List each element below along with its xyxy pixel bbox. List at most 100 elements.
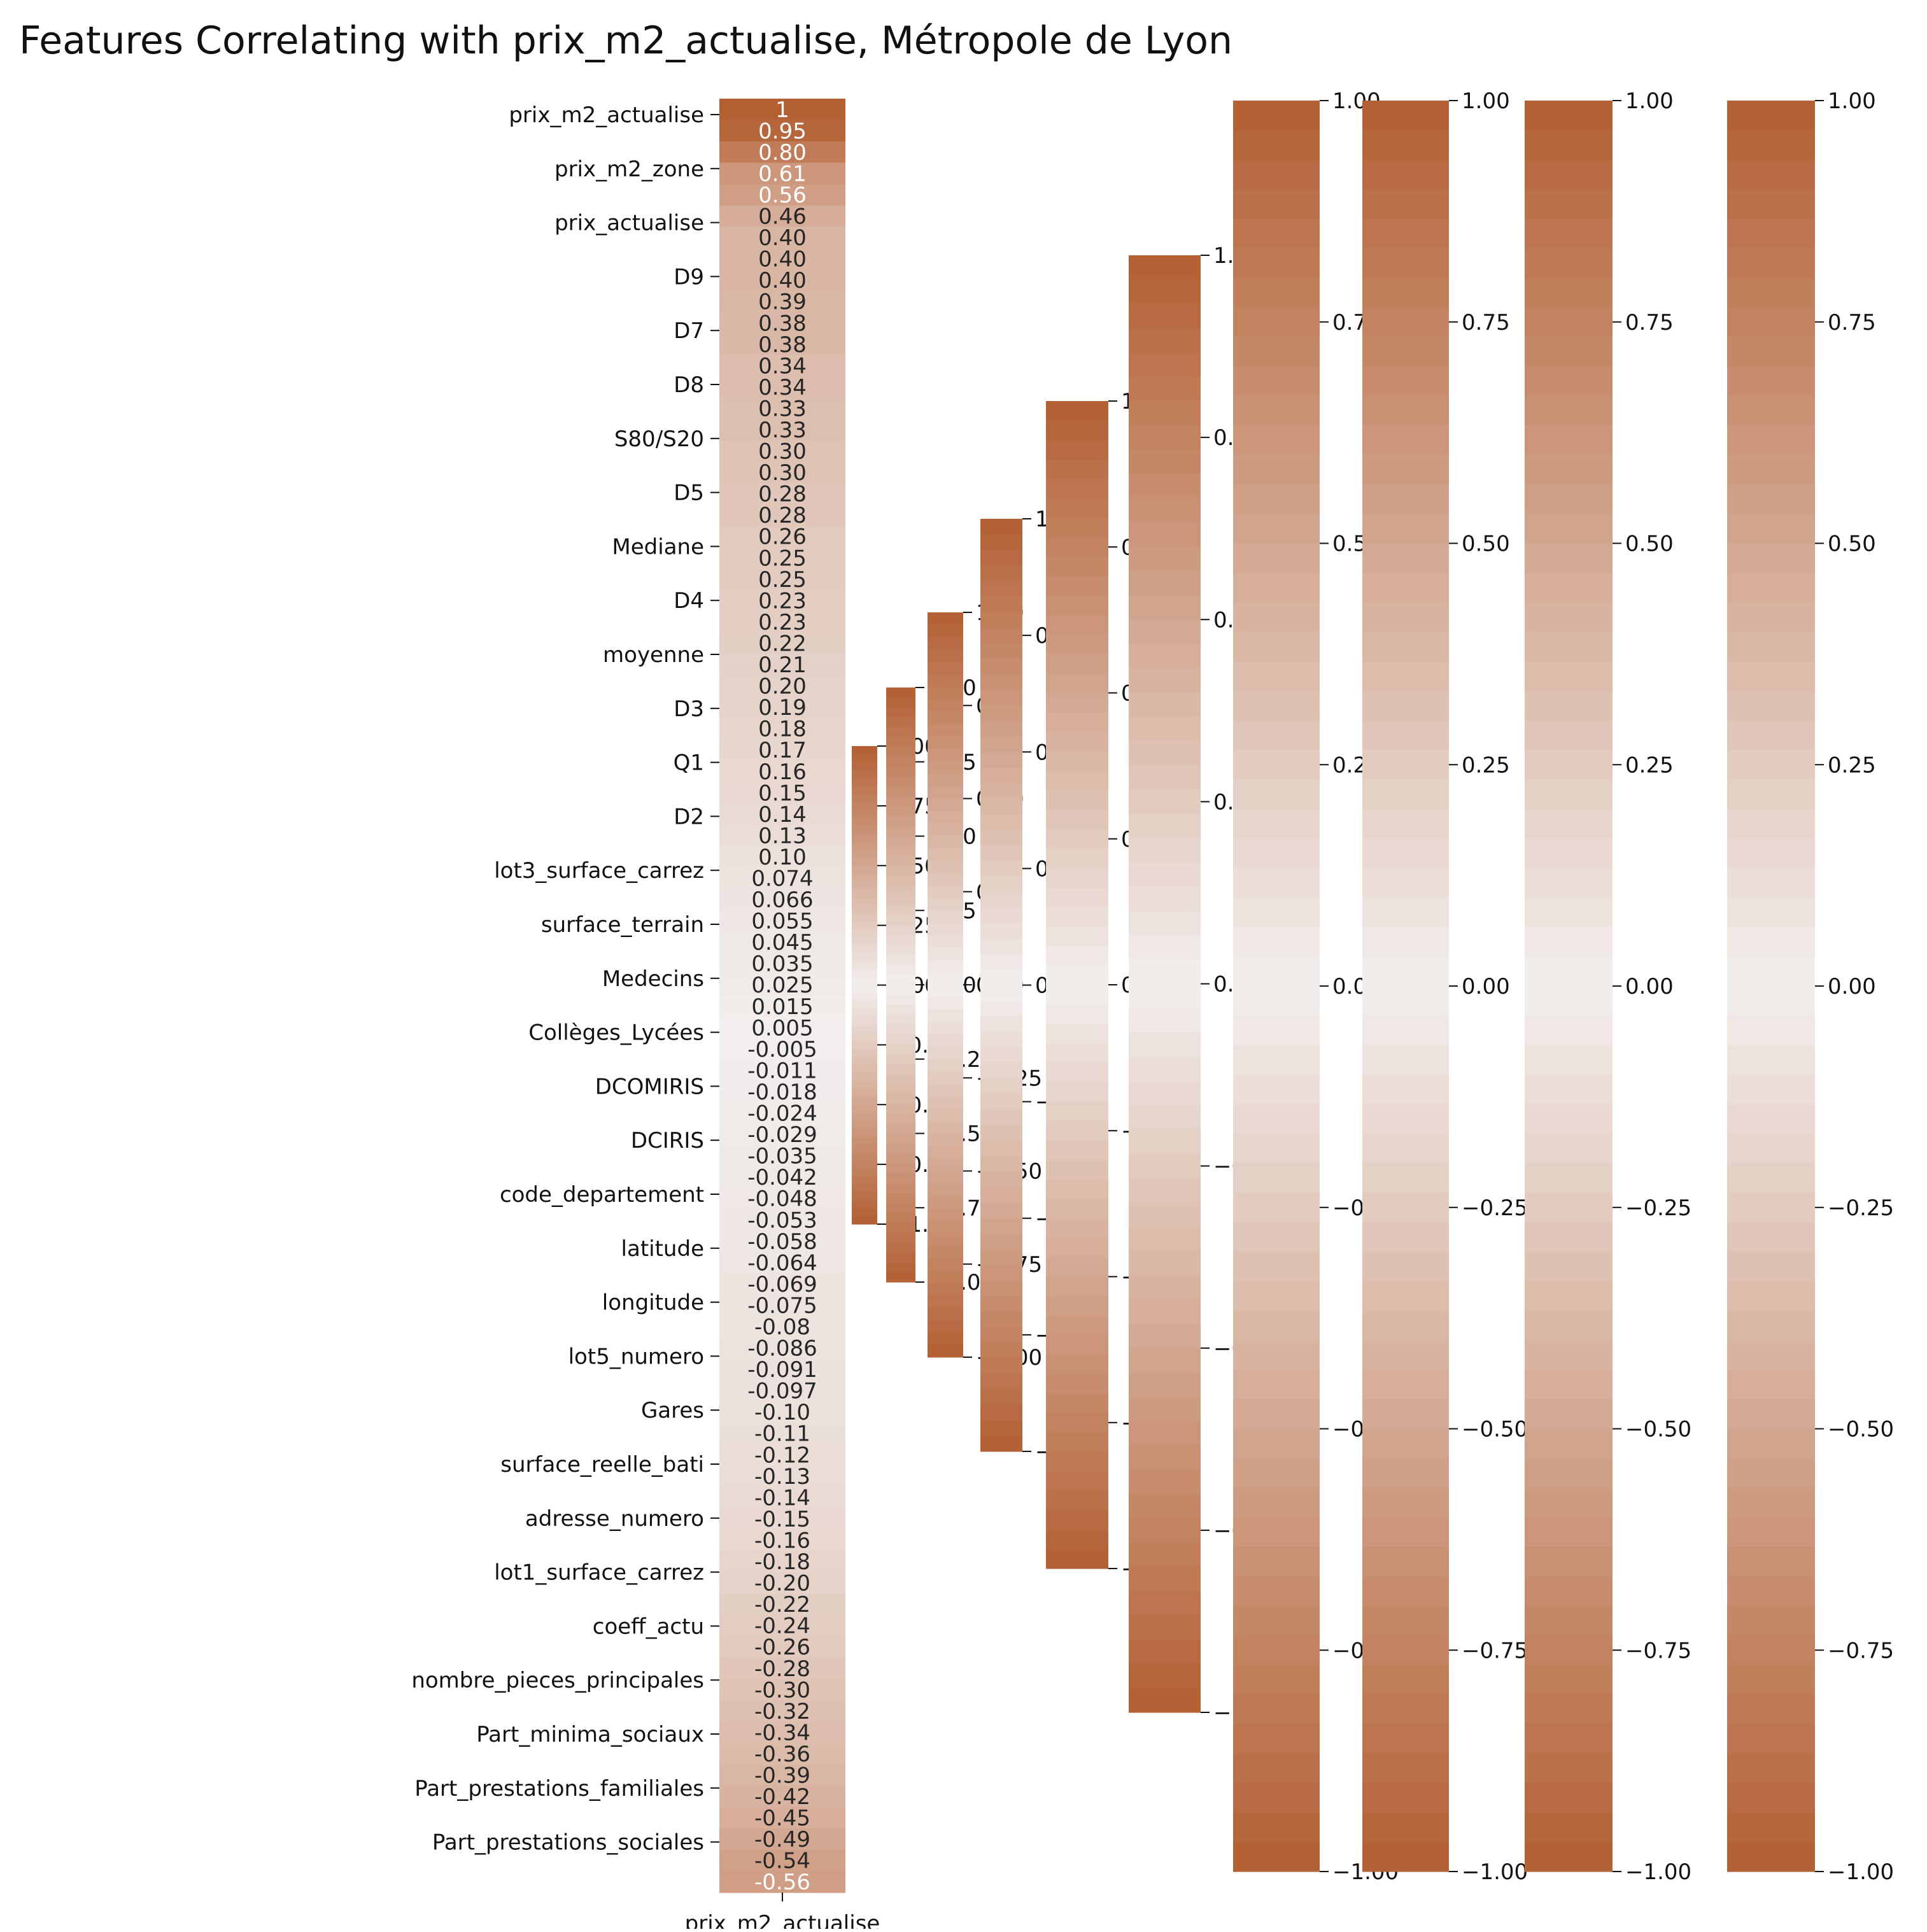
colorbar-band bbox=[980, 876, 1022, 892]
colorbar-band bbox=[886, 1014, 915, 1025]
colorbar-band bbox=[1362, 1222, 1449, 1252]
colorbar-band bbox=[980, 534, 1022, 551]
colorbar-band bbox=[1233, 159, 1320, 190]
cell-annotation: -0.32 bbox=[754, 1699, 810, 1724]
colorbar-tick-label: 1.00 bbox=[1462, 88, 1510, 114]
colorbar-band bbox=[928, 848, 963, 861]
colorbar-band bbox=[1362, 1192, 1449, 1223]
colorbar-band bbox=[1046, 1276, 1108, 1297]
colorbar-tick-label: 0.50 bbox=[1462, 532, 1510, 557]
colorbar-band bbox=[1046, 1451, 1108, 1472]
colorbar-band bbox=[980, 1389, 1022, 1406]
colorbar-band bbox=[852, 826, 877, 835]
colorbar-band bbox=[1362, 1605, 1449, 1636]
colorbar-band bbox=[1362, 159, 1449, 190]
colorbar-band bbox=[1233, 366, 1320, 397]
colorbar-band bbox=[980, 814, 1022, 830]
colorbar-band bbox=[1129, 595, 1201, 620]
colorbar-band bbox=[852, 921, 877, 930]
colorbar-band bbox=[1233, 425, 1320, 455]
colorbar-band bbox=[1233, 927, 1320, 957]
heatmap-cell bbox=[719, 803, 845, 826]
colorbar-band bbox=[1727, 868, 1815, 898]
colorbar-band bbox=[1362, 572, 1449, 603]
heatmap-cell bbox=[719, 334, 845, 356]
colorbar-band bbox=[928, 997, 963, 1010]
colorbar-tick-label: −0.50 bbox=[1625, 1417, 1691, 1442]
colorbar-band bbox=[886, 945, 915, 955]
colorbar-band bbox=[1727, 1635, 1815, 1666]
heatmap-cell bbox=[719, 1059, 845, 1082]
colorbar-band bbox=[928, 1283, 963, 1296]
row-tick-label: D3 bbox=[674, 696, 704, 722]
heatmap-cell bbox=[719, 1038, 845, 1061]
cell-annotation: 0.10 bbox=[758, 845, 807, 870]
row-tick-label: D8 bbox=[674, 372, 704, 398]
colorbar-band bbox=[1046, 1062, 1108, 1083]
cell-annotation: -0.20 bbox=[754, 1571, 810, 1597]
colorbar-band bbox=[980, 752, 1022, 768]
cell-annotation: -0.18 bbox=[754, 1549, 810, 1575]
colorbar-band bbox=[1046, 537, 1108, 558]
colorbar-band bbox=[928, 1022, 963, 1035]
colorbar-band bbox=[1727, 986, 1815, 1016]
colorbar-band bbox=[980, 1187, 1022, 1203]
colorbar-band bbox=[1233, 307, 1320, 337]
colorbar-band bbox=[1129, 1323, 1201, 1349]
colorbar-band bbox=[1233, 395, 1320, 426]
colorbar-band bbox=[886, 994, 915, 1005]
colorbar-band bbox=[1727, 1812, 1815, 1843]
colorbar-band bbox=[886, 1044, 915, 1055]
heatmap-cell bbox=[719, 1316, 845, 1338]
colorbar-tick-label: −1.00 bbox=[1462, 1859, 1528, 1885]
colorbar-band bbox=[980, 767, 1022, 784]
colorbar-band bbox=[1525, 661, 1613, 691]
colorbar-band bbox=[1046, 1529, 1108, 1550]
colorbar-band bbox=[1046, 1101, 1108, 1122]
colorbar-band bbox=[928, 1010, 963, 1023]
colorbar-band bbox=[1525, 101, 1613, 130]
colorbar-band bbox=[1233, 514, 1320, 544]
colorbar-band bbox=[886, 935, 915, 946]
colorbar-band bbox=[852, 1080, 877, 1089]
colorbar-band bbox=[886, 737, 915, 747]
colorbar-band bbox=[1046, 1120, 1108, 1141]
colorbar-band bbox=[1233, 1782, 1320, 1813]
colorbar-band bbox=[852, 1216, 877, 1225]
colorbar-band bbox=[1727, 1576, 1815, 1607]
colorbar-band bbox=[980, 1420, 1022, 1437]
colorbar-band bbox=[1129, 619, 1201, 644]
colorbar-band bbox=[1727, 425, 1815, 455]
colorbar-band bbox=[980, 1016, 1022, 1033]
colorbar-band bbox=[886, 796, 915, 807]
colorbar-band bbox=[1233, 1694, 1320, 1724]
colorbar-band bbox=[852, 754, 877, 763]
colorbar-band bbox=[1362, 1546, 1449, 1577]
colorbar-band bbox=[1362, 1369, 1449, 1400]
colorbar-band bbox=[886, 766, 915, 777]
cell-annotation: -0.075 bbox=[747, 1293, 817, 1318]
heatmap-cell bbox=[719, 910, 845, 932]
colorbar-band bbox=[886, 707, 915, 718]
colorbar-band bbox=[852, 770, 877, 779]
colorbar-band bbox=[852, 1096, 877, 1105]
colorbar-band bbox=[1233, 278, 1320, 308]
colorbar-tick-label: 0.00 bbox=[1828, 974, 1876, 999]
colorbar-band bbox=[1046, 615, 1108, 635]
colorbar-band bbox=[1525, 366, 1613, 397]
heatmap-cell bbox=[719, 1145, 845, 1167]
colorbar-band bbox=[980, 1218, 1022, 1234]
colorbar-band bbox=[928, 612, 963, 626]
colorbar-band bbox=[1233, 1428, 1320, 1459]
colorbar-band bbox=[1129, 1421, 1201, 1446]
colorbar-band bbox=[1046, 576, 1108, 596]
colorbar-band bbox=[980, 643, 1022, 659]
colorbar-band bbox=[1233, 1635, 1320, 1666]
colorbar-band bbox=[1046, 498, 1108, 518]
colorbar-band bbox=[1129, 911, 1201, 936]
colorbar-band bbox=[928, 1034, 963, 1048]
colorbar-band bbox=[980, 892, 1022, 908]
colorbar-band bbox=[928, 1183, 963, 1197]
colorbar-band bbox=[1233, 1075, 1320, 1105]
